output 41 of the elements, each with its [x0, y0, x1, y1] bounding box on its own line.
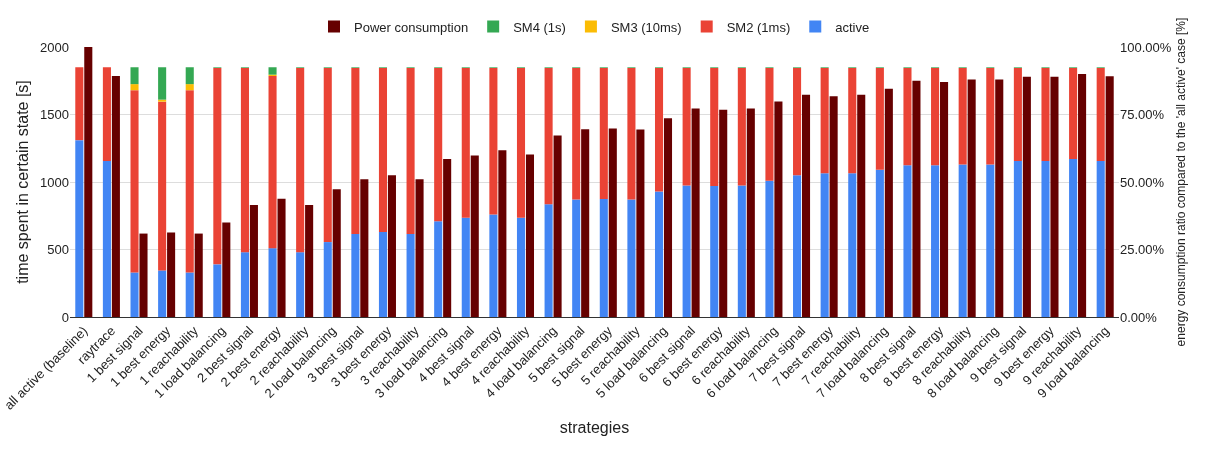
bar — [158, 99, 167, 102]
y-axis-title: time spent in certain state [s] — [14, 80, 31, 284]
bar — [130, 67, 139, 85]
bar — [378, 67, 388, 232]
legend-label: SM4 (1s) — [513, 19, 566, 35]
y2-axis-title: energy consumption ratio compared to the 'all active' case [%] — [1173, 17, 1188, 347]
bar — [489, 67, 498, 215]
y2-tick-label: 100.00% — [1120, 39, 1172, 55]
bar — [323, 67, 332, 243]
bar — [516, 67, 526, 218]
bar — [296, 67, 305, 253]
bar — [185, 67, 194, 85]
legend-label: SM2 (1ms) — [726, 19, 791, 35]
bar — [130, 90, 139, 273]
y2-tick-label: 0.00% — [1120, 309, 1158, 325]
y-tick-label: 1500 — [40, 107, 69, 123]
x-axis-title: strategies — [559, 419, 630, 437]
bar — [158, 67, 167, 100]
y2-tick-label: 50.00% — [1120, 174, 1165, 190]
bar — [434, 67, 443, 222]
bar — [130, 84, 139, 91]
bar — [268, 76, 277, 249]
y-tick-label: 2000 — [40, 39, 69, 55]
bar — [406, 67, 415, 234]
bar — [461, 67, 470, 218]
legend-label: active — [835, 19, 870, 35]
bar — [75, 67, 84, 141]
y-tick-label: 500 — [47, 242, 69, 258]
legend-label: SM3 (10ms) — [610, 19, 682, 35]
bar — [240, 67, 249, 253]
bar — [158, 101, 167, 271]
legend-label: Power consumption — [354, 19, 469, 35]
y-tick-label: 0 — [61, 309, 69, 325]
bar — [268, 67, 277, 75]
y2-tick-label: 75.00% — [1120, 107, 1165, 123]
bar — [185, 84, 194, 91]
bar — [351, 67, 360, 234]
y-tick-label: 1000 — [40, 174, 69, 190]
bar — [213, 67, 222, 265]
y2-tick-label: 25.00% — [1120, 242, 1165, 258]
bar — [185, 90, 194, 273]
